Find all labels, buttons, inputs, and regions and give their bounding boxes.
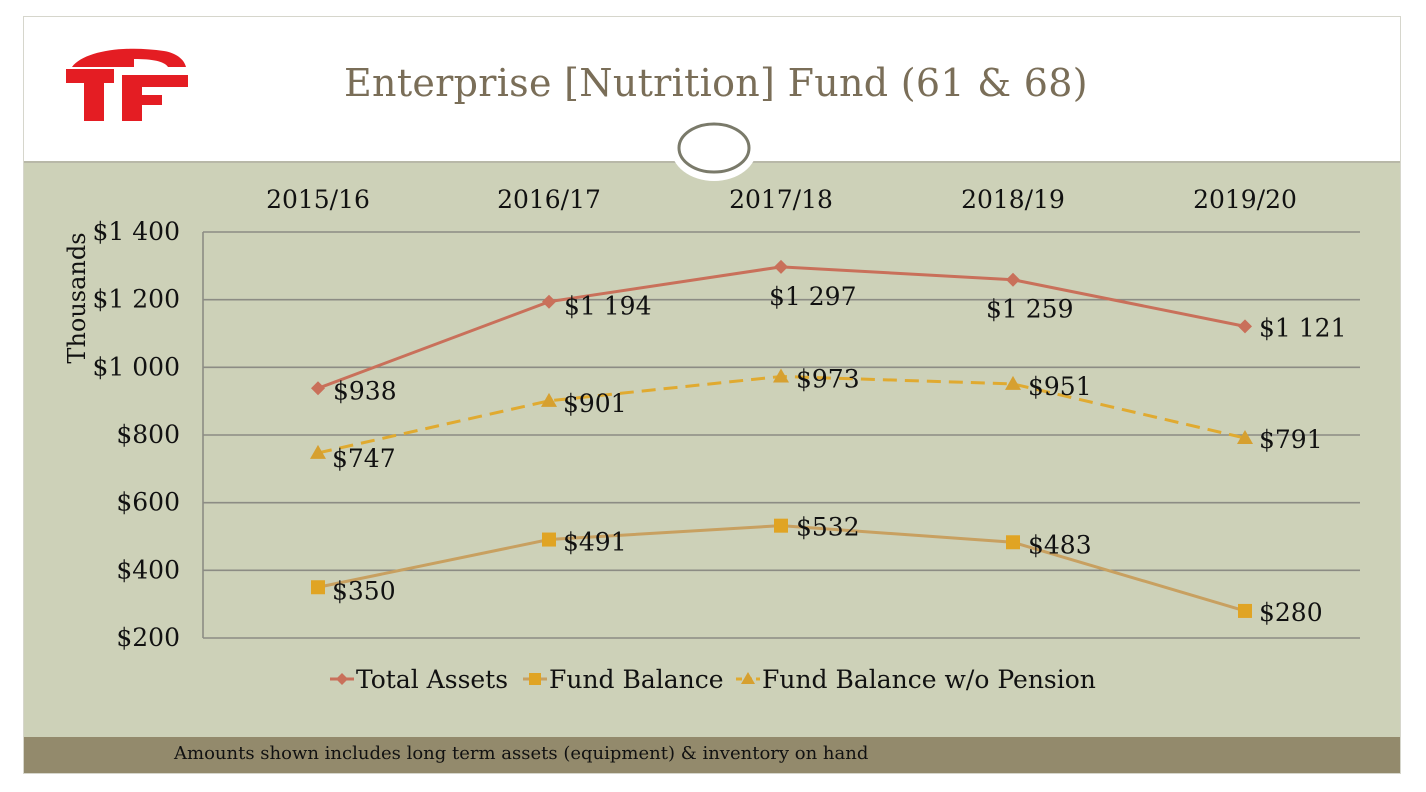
data-label: $973 bbox=[796, 364, 860, 393]
content-band bbox=[24, 161, 1400, 739]
x-tick-label: 2017/18 bbox=[729, 185, 833, 214]
y-tick-label: $400 bbox=[116, 555, 180, 584]
data-label: $1 121 bbox=[1259, 313, 1346, 342]
legend-label: Fund Balance bbox=[549, 665, 724, 694]
y-tick-label: $1 200 bbox=[93, 285, 180, 314]
y-tick-label: $1 000 bbox=[93, 352, 180, 381]
data-label: $350 bbox=[332, 576, 396, 605]
data-label: $1 194 bbox=[564, 292, 651, 321]
data-point bbox=[774, 518, 788, 533]
legend-label: Total Assets bbox=[356, 665, 508, 694]
data-point bbox=[1006, 272, 1020, 287]
divider-ornament-icon bbox=[671, 115, 757, 181]
data-point bbox=[773, 368, 789, 383]
data-point bbox=[774, 259, 788, 274]
x-tick-label: 2016/17 bbox=[497, 185, 601, 214]
data-label: $747 bbox=[332, 444, 396, 473]
data-label: $1 259 bbox=[986, 295, 1073, 324]
legend-marker bbox=[741, 672, 755, 684]
data-label: $901 bbox=[563, 389, 627, 418]
data-point bbox=[1238, 603, 1252, 618]
data-label: $1 297 bbox=[769, 282, 856, 311]
data-point bbox=[1237, 430, 1253, 445]
slide: Enterprise [Nutrition] Fund (61 & 68) Am… bbox=[23, 16, 1401, 774]
data-point bbox=[542, 294, 556, 309]
y-tick-label: $800 bbox=[116, 420, 180, 449]
data-point bbox=[311, 580, 325, 595]
page-title: Enterprise [Nutrition] Fund (61 & 68) bbox=[344, 61, 1088, 105]
y-tick-label: $600 bbox=[116, 488, 180, 517]
y-tick-label: $200 bbox=[116, 623, 180, 652]
data-label: $938 bbox=[333, 376, 397, 405]
data-point bbox=[1005, 375, 1021, 390]
legend-marker bbox=[336, 673, 348, 685]
y-tick-label: $1 400 bbox=[93, 217, 180, 246]
data-label: $491 bbox=[563, 528, 627, 557]
legend-label: Fund Balance w/o Pension bbox=[762, 665, 1096, 694]
data-label: $532 bbox=[796, 513, 860, 542]
data-label: $791 bbox=[1259, 425, 1323, 454]
data-label: $280 bbox=[1259, 598, 1323, 627]
footnote: Amounts shown includes long term assets … bbox=[174, 743, 869, 764]
data-point bbox=[311, 381, 325, 396]
data-point bbox=[1238, 319, 1252, 334]
series-line-2 bbox=[317, 374, 1246, 455]
data-point bbox=[310, 444, 326, 459]
data-point bbox=[1006, 535, 1020, 550]
sf-logo-icon bbox=[64, 48, 189, 121]
x-tick-label: 2018/19 bbox=[961, 185, 1065, 214]
data-label: $951 bbox=[1028, 372, 1092, 401]
x-tick-label: 2015/16 bbox=[266, 185, 370, 214]
legend-marker bbox=[529, 673, 541, 685]
x-tick-label: 2019/20 bbox=[1193, 185, 1297, 214]
data-point bbox=[542, 532, 556, 547]
y-axis-title: Thousands bbox=[63, 232, 91, 363]
series-line-1 bbox=[317, 524, 1246, 613]
data-point bbox=[541, 392, 557, 407]
footer-bar: Amounts shown includes long term assets … bbox=[24, 737, 1400, 773]
data-label: $483 bbox=[1028, 530, 1092, 559]
